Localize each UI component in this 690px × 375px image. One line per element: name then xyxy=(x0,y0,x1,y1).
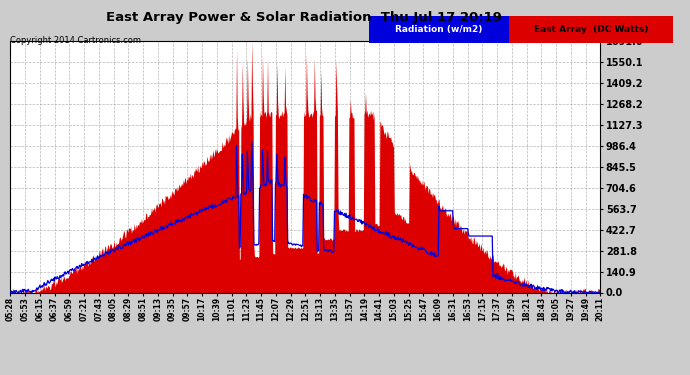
Text: Copyright 2014 Cartronics.com: Copyright 2014 Cartronics.com xyxy=(10,36,141,45)
Bar xyxy=(369,16,509,43)
Text: Radiation (w/m2): Radiation (w/m2) xyxy=(395,25,483,34)
Bar xyxy=(509,16,673,43)
Text: East Array  (DC Watts): East Array (DC Watts) xyxy=(533,25,648,34)
Text: East Array Power & Solar Radiation  Thu Jul 17 20:19: East Array Power & Solar Radiation Thu J… xyxy=(106,11,502,24)
